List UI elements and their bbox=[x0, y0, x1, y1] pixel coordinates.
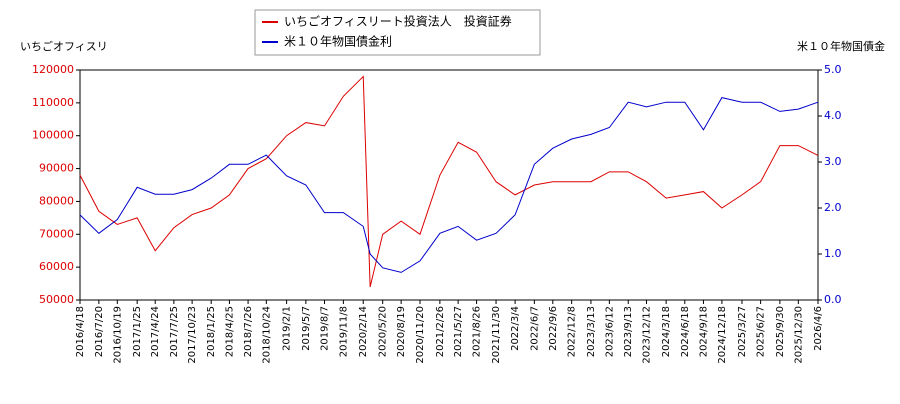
x-tick-label: 2025/6/27 bbox=[756, 306, 767, 357]
x-tick-label: 2018/4/25 bbox=[224, 306, 235, 357]
y-tick-label: 120000 bbox=[32, 63, 74, 76]
y-tick-label: 70000 bbox=[39, 227, 74, 240]
x-tick-label: 2017/4/24 bbox=[150, 306, 161, 357]
y-tick-label: 80000 bbox=[39, 194, 74, 207]
x-tick-label: 2016/10/19 bbox=[112, 306, 123, 364]
x-tick-label: 2023/3/13 bbox=[586, 306, 597, 357]
x-tick-label: 2026/4/6 bbox=[813, 306, 824, 351]
x-tick-label: 2023/12/12 bbox=[641, 306, 652, 364]
legend-label: 米１０年物国債金利 bbox=[284, 34, 392, 49]
x-tick-label: 2018/7/26 bbox=[243, 306, 254, 357]
y-tick-label: 50000 bbox=[39, 293, 74, 306]
x-tick-label: 2019/5/7 bbox=[301, 306, 312, 351]
x-tick-label: 2022/6/7 bbox=[529, 306, 540, 351]
x-tick-label: 2019/2/1 bbox=[282, 306, 293, 351]
x-tick-label: 2020/5/20 bbox=[378, 306, 389, 357]
x-tick-label: 2020/8/19 bbox=[396, 306, 407, 357]
x-tick-label: 2016/7/20 bbox=[94, 306, 105, 357]
x-tick-label: 2017/7/25 bbox=[169, 306, 180, 357]
x-tick-label: 2024/9/18 bbox=[698, 306, 709, 357]
legend bbox=[254, 9, 541, 56]
y2-tick-label: 0.0 bbox=[824, 293, 842, 306]
x-tick-label: 2024/12/18 bbox=[717, 306, 728, 364]
plot-frame bbox=[79, 69, 819, 301]
x-tick-label: 2018/10/24 bbox=[261, 306, 272, 364]
x-tick-label: 2018/1/25 bbox=[206, 306, 217, 357]
x-tick-label: 2023/9/13 bbox=[623, 306, 634, 357]
x-tick-label: 2017/1/25 bbox=[132, 306, 143, 357]
x-tick-label: 2022/12/8 bbox=[567, 306, 578, 357]
x-tick-label: 2023/6/12 bbox=[604, 306, 615, 357]
y2-tick-label: 2.0 bbox=[824, 201, 842, 214]
x-tick-label: 2021/2/26 bbox=[435, 306, 446, 357]
y-tick-label: 100000 bbox=[32, 129, 74, 142]
x-tick-label: 2020/2/14 bbox=[358, 306, 369, 357]
x-tick-label: 2021/5/27 bbox=[453, 306, 464, 357]
series-line bbox=[79, 97, 819, 273]
y-tick-label: 110000 bbox=[32, 96, 74, 109]
x-tick-label: 2017/10/23 bbox=[187, 306, 198, 364]
x-tick-label: 2025/3/27 bbox=[737, 306, 748, 357]
x-tick-label: 2016/4/18 bbox=[75, 306, 86, 357]
x-tick-label: 2021/8/26 bbox=[472, 306, 483, 357]
x-tick-label: 2024/6/18 bbox=[680, 306, 691, 357]
x-tick-label: 2020/11/20 bbox=[415, 306, 426, 364]
x-tick-label: 2025/12/30 bbox=[793, 306, 804, 364]
x-tick-label: 2019/8/7 bbox=[320, 306, 331, 351]
y-tick-label: 90000 bbox=[39, 162, 74, 175]
y2-tick-label: 5.0 bbox=[824, 63, 842, 76]
x-tick-label: 2019/11/8 bbox=[338, 306, 349, 357]
y2-tick-label: 1.0 bbox=[824, 247, 842, 260]
y2-tick-label: 3.0 bbox=[824, 155, 842, 168]
x-tick-label: 2024/3/18 bbox=[661, 306, 672, 357]
legend-label: いちごオフィスリート投資法人 投資証券 bbox=[284, 14, 512, 29]
series-line bbox=[79, 75, 819, 287]
x-tick-label: 2022/3/4 bbox=[510, 306, 521, 351]
x-tick-label: 2022/9/6 bbox=[548, 306, 559, 351]
y2-tick-label: 4.0 bbox=[824, 109, 842, 122]
x-tick-label: 2025/9/30 bbox=[775, 306, 786, 357]
y-tick-label: 60000 bbox=[39, 260, 74, 273]
y2-axis-label: 米１０年物国債金 bbox=[797, 39, 885, 53]
y-axis-label: いちごオフィスリ bbox=[20, 39, 108, 53]
x-tick-label: 2021/11/30 bbox=[491, 306, 502, 364]
